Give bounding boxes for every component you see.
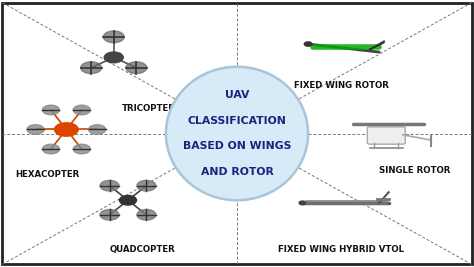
Circle shape: [43, 105, 60, 115]
Circle shape: [73, 105, 90, 115]
Text: HEXACOPTER: HEXACOPTER: [15, 170, 80, 179]
Text: AND ROTOR: AND ROTOR: [201, 167, 273, 176]
Text: FIXED WING ROTOR: FIXED WING ROTOR: [294, 81, 389, 90]
Circle shape: [100, 180, 119, 191]
Ellipse shape: [166, 67, 308, 200]
Circle shape: [137, 209, 156, 220]
Circle shape: [103, 31, 124, 43]
FancyBboxPatch shape: [2, 3, 472, 264]
Circle shape: [55, 123, 78, 136]
Circle shape: [104, 52, 123, 63]
Circle shape: [299, 201, 306, 205]
Circle shape: [119, 195, 137, 205]
Circle shape: [27, 125, 44, 134]
Circle shape: [304, 42, 312, 46]
Text: BASED ON WINGS: BASED ON WINGS: [183, 141, 291, 151]
Text: QUADCOPTER: QUADCOPTER: [109, 245, 175, 254]
Circle shape: [100, 209, 119, 220]
Circle shape: [42, 144, 59, 154]
Text: FIXED WING HYBRID VTOL: FIXED WING HYBRID VTOL: [278, 245, 404, 254]
Text: CLASSIFICATION: CLASSIFICATION: [188, 116, 286, 126]
Circle shape: [137, 180, 156, 191]
Circle shape: [126, 62, 147, 74]
FancyBboxPatch shape: [367, 127, 405, 144]
Circle shape: [81, 62, 101, 73]
Text: SINGLE ROTOR: SINGLE ROTOR: [379, 166, 450, 175]
Text: TRICOPTER: TRICOPTER: [122, 104, 176, 113]
Circle shape: [89, 125, 106, 134]
Text: UAV: UAV: [225, 91, 249, 100]
Circle shape: [73, 144, 90, 154]
